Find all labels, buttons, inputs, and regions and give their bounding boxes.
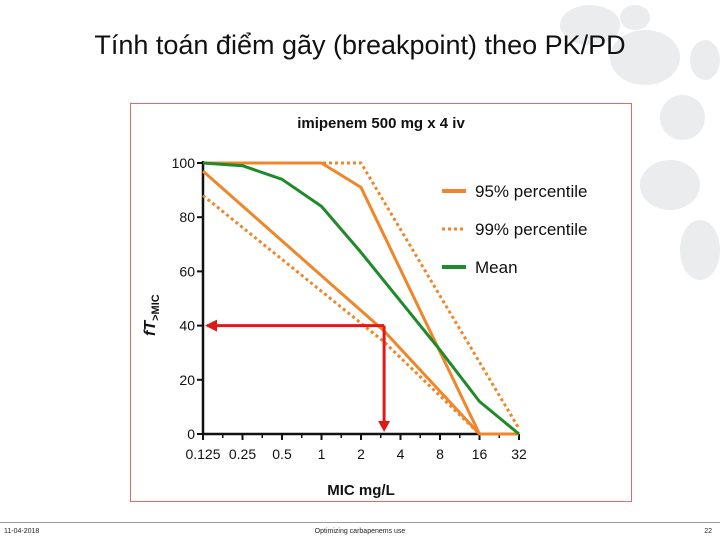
x-tick-label: 0.5	[272, 446, 292, 462]
y-axis-label-sub: >MIC	[150, 294, 162, 321]
y-tick-label: 20	[179, 372, 195, 388]
legend-label: Mean	[475, 258, 518, 277]
legend-label: 95% percentile	[475, 182, 587, 201]
footer-date: 11-04-2018	[4, 528, 40, 535]
x-tick-label: 8	[436, 446, 444, 462]
legend-label: 99% percentile	[475, 220, 587, 239]
footer-divider	[0, 522, 720, 523]
chart-title: imipenem 500 mg x 4 iv	[297, 115, 465, 132]
y-axis-label: fT>MIC	[142, 294, 162, 336]
x-tick-label: 32	[511, 446, 527, 462]
x-tick-label: 0.125	[185, 446, 220, 462]
x-tick-label: 2	[357, 446, 365, 462]
y-axis-label-main: fT	[142, 320, 159, 336]
series-line	[203, 161, 521, 430]
annotation-down-arrowhead	[378, 421, 391, 432]
footer-center-text: Optimizing carbapenems use	[314, 528, 406, 535]
y-tick-label: 100	[172, 155, 196, 171]
annotation-left-arrowhead	[205, 319, 217, 332]
x-tick-label: 4	[397, 446, 405, 462]
y-tick-label: 80	[179, 209, 195, 225]
x-tick-label: 16	[472, 446, 488, 462]
x-tick-label: 1	[318, 446, 326, 462]
x-tick-label: 0.25	[229, 446, 256, 462]
chart-svg: imipenem 500 mg x 4 iv 0 20 40 60 80 100 0.125 0…	[142, 115, 587, 499]
y-tick-label: 40	[179, 318, 195, 334]
y-tick-label: 0	[187, 426, 195, 442]
series-line	[202, 161, 520, 436]
chart-frame: imipenem 500 mg x 4 iv 0 20 40 60 80 100 0.125 0…	[130, 103, 632, 502]
x-axis-label: MIC mg/L	[327, 482, 395, 499]
footer-page-number: 22	[704, 528, 712, 535]
slide-title: Tính toán điểm gãy (breakpoint) theo PK/…	[94, 30, 626, 60]
y-tick-label: 60	[179, 263, 195, 279]
